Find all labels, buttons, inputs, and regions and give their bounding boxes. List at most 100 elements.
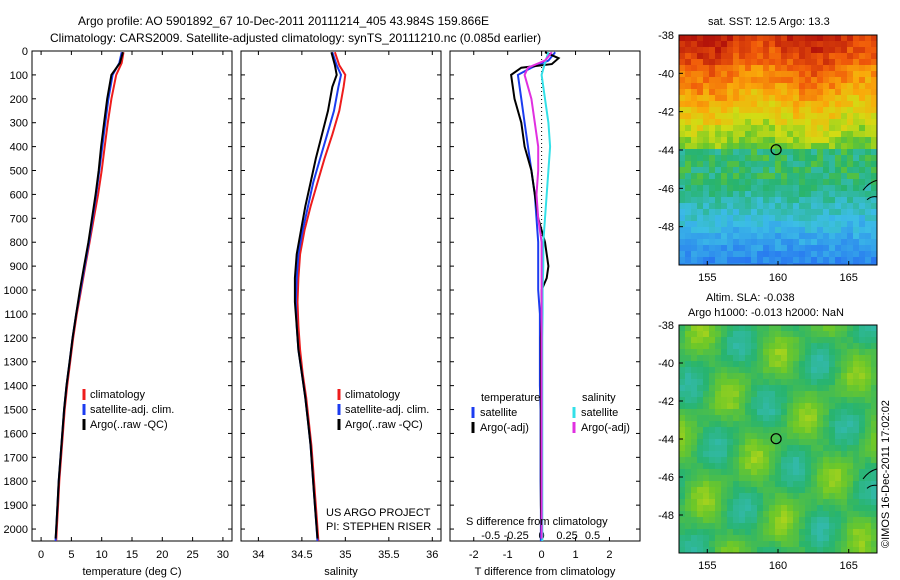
map-cell <box>721 125 727 131</box>
map-cell <box>751 481 757 487</box>
map-cell <box>865 439 871 445</box>
map-cell <box>847 89 853 95</box>
map-cell <box>853 119 859 125</box>
map-cell <box>715 547 721 553</box>
map-cell <box>733 251 739 257</box>
map-cell <box>775 113 781 119</box>
map-cell <box>853 161 859 167</box>
map-cell <box>799 131 805 137</box>
map-cell <box>763 143 769 149</box>
map-cell <box>811 487 817 493</box>
map-cell <box>859 439 865 445</box>
map-cell <box>817 373 823 379</box>
map-cell <box>745 227 751 233</box>
map-cell <box>691 101 697 107</box>
map-cell <box>775 439 781 445</box>
map-cell <box>679 475 685 481</box>
map-cell <box>679 221 685 227</box>
map-cell <box>787 107 793 113</box>
map-cell <box>799 439 805 445</box>
map-cell <box>745 499 751 505</box>
map-cell <box>703 65 709 71</box>
map-cell <box>709 409 715 415</box>
map-cell <box>811 427 817 433</box>
map-cell <box>763 137 769 143</box>
map-cell <box>811 343 817 349</box>
map-cell <box>727 433 733 439</box>
map-cell <box>745 475 751 481</box>
map-cell <box>751 463 757 469</box>
map-cell <box>727 197 733 203</box>
map-cell <box>775 251 781 257</box>
map-cell <box>739 325 745 331</box>
map-cell <box>853 101 859 107</box>
map-cell <box>679 125 685 131</box>
map-cell <box>715 131 721 137</box>
map-cell <box>757 173 763 179</box>
map-cell <box>823 439 829 445</box>
map-cell <box>703 469 709 475</box>
map-cell <box>787 325 793 331</box>
map-cell <box>811 541 817 547</box>
map-cell <box>835 361 841 367</box>
map-cell <box>805 167 811 173</box>
map-cell <box>691 41 697 47</box>
map-cell <box>847 221 853 227</box>
map-cell <box>799 415 805 421</box>
map-cell <box>841 125 847 131</box>
map-cell <box>703 119 709 125</box>
map-cell <box>829 427 835 433</box>
map-cell <box>697 493 703 499</box>
map-cell <box>835 475 841 481</box>
map-cell <box>691 355 697 361</box>
map-cell <box>721 409 727 415</box>
map-cell <box>709 331 715 337</box>
map-cell <box>757 119 763 125</box>
map-cell <box>751 257 757 263</box>
map-cell <box>727 167 733 173</box>
map-cell <box>817 101 823 107</box>
map-cell <box>685 95 691 101</box>
map-cell <box>745 77 751 83</box>
map-cell <box>757 415 763 421</box>
map-cell <box>757 451 763 457</box>
map-cell <box>829 349 835 355</box>
map-cell <box>733 499 739 505</box>
map-cell <box>859 215 865 221</box>
map-cell <box>679 227 685 233</box>
map-cell <box>835 529 841 535</box>
salinity-profile-panel: 34 34.5 35 35.5 36salinityclimatologysatelli… <box>240 50 442 578</box>
map-cell <box>817 355 823 361</box>
map-cell <box>829 337 835 343</box>
map-cell <box>715 161 721 167</box>
map-cell <box>817 53 823 59</box>
map-cell <box>739 433 745 439</box>
map-cell <box>739 65 745 71</box>
map-cell <box>811 361 817 367</box>
map-cell <box>799 475 805 481</box>
map-cell <box>751 475 757 481</box>
map-cell <box>757 529 763 535</box>
map-cell <box>817 421 823 427</box>
map-cell <box>697 221 703 227</box>
map-cell <box>865 161 871 167</box>
map-cell <box>787 361 793 367</box>
map-cell <box>691 403 697 409</box>
map-cell <box>775 487 781 493</box>
map-cell <box>763 107 769 113</box>
map-cell <box>835 83 841 89</box>
map-cell <box>859 227 865 233</box>
map-cell <box>793 493 799 499</box>
map-cell <box>817 505 823 511</box>
map-cell <box>757 511 763 517</box>
map-cell <box>775 325 781 331</box>
map-cell <box>757 155 763 161</box>
temperature-x-axis-label: temperature (deg C) <box>82 566 181 578</box>
map-cell <box>703 325 709 331</box>
map-cell <box>799 185 805 191</box>
map-cell <box>703 143 709 149</box>
map-x-tick-label: 160 <box>769 272 787 284</box>
map-cell <box>811 47 817 53</box>
map-cell <box>859 47 865 53</box>
map-cell <box>781 535 787 541</box>
